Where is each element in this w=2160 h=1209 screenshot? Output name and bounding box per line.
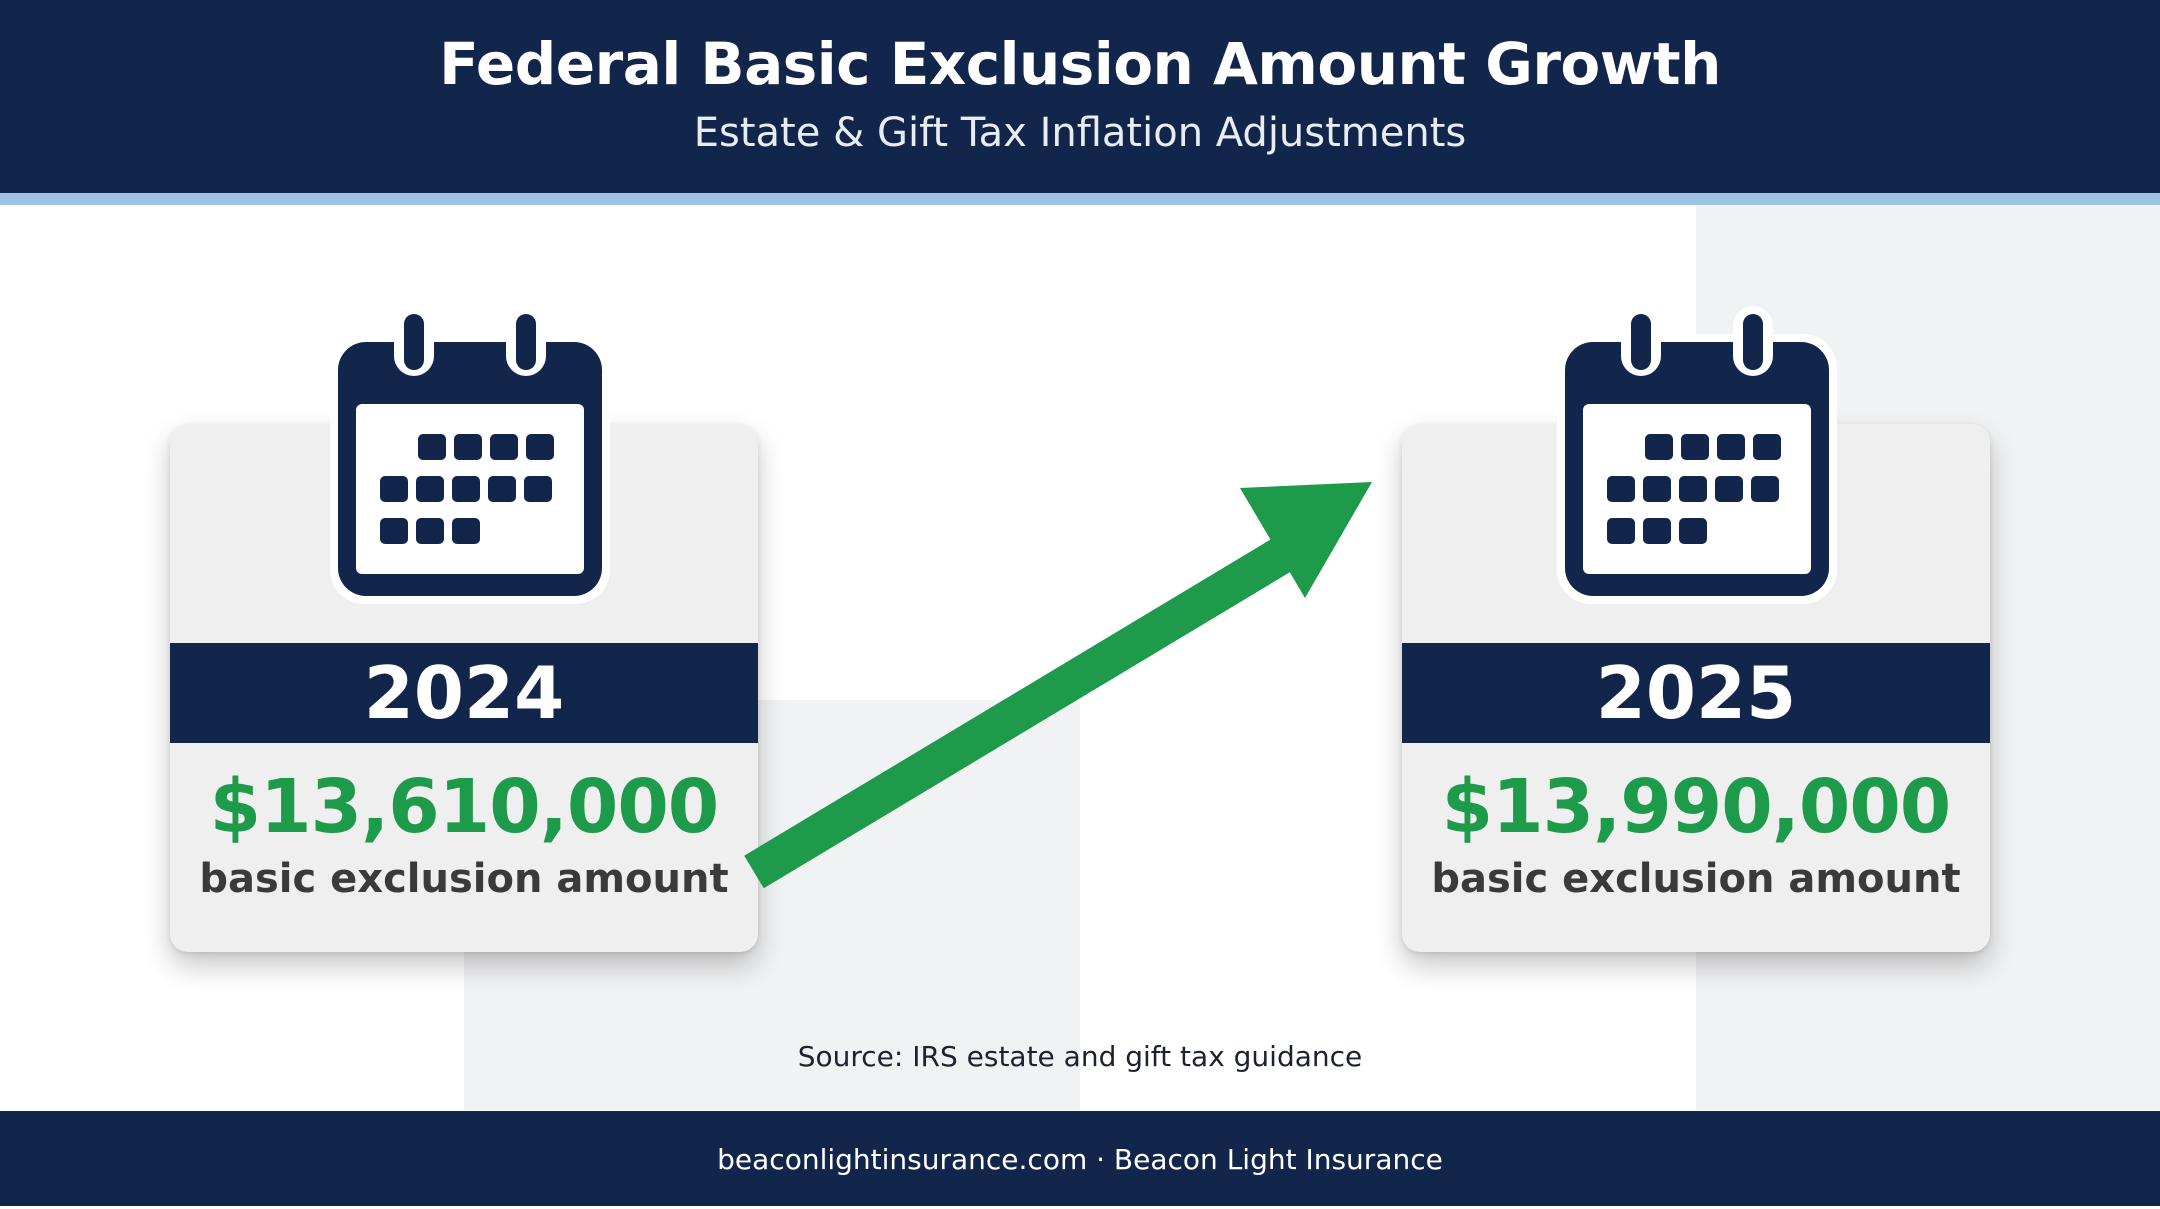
header-banner: Federal Basic Exclusion Amount Growth Es…: [0, 0, 2160, 193]
year-label: 2024: [170, 643, 758, 743]
year-label: 2025: [1402, 643, 1990, 743]
exclusion-amount: $13,990,000: [1441, 764, 1952, 850]
exclusion-amount: $13,610,000: [209, 764, 720, 850]
page-title: Federal Basic Exclusion Amount Growth: [439, 30, 1721, 98]
footer-text: beaconlightinsurance.com · Beacon Light …: [717, 1143, 1443, 1176]
year-card-2024: 2024 $13,610,000 basic exclusion amount: [170, 424, 758, 952]
calendar-icon: [1557, 306, 1837, 604]
amount-caption: basic exclusion amount: [199, 856, 729, 902]
page-subtitle: Estate & Gift Tax Inflation Adjustments: [693, 110, 1467, 156]
year-card-2025: 2025 $13,990,000 basic exclusion amount: [1402, 424, 1990, 952]
calendar-icon: [330, 306, 610, 604]
header-accent-stripe: [0, 193, 2160, 205]
source-note: Source: IRS estate and gift tax guidance: [797, 1040, 1363, 1073]
footer-bar: beaconlightinsurance.com · Beacon Light …: [0, 1111, 2160, 1206]
growth-arrow-icon: [744, 482, 1372, 889]
amount-caption: basic exclusion amount: [1431, 856, 1961, 902]
